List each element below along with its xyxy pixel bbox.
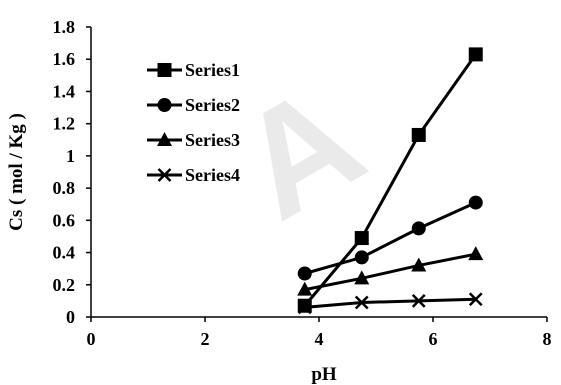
y-tick-label: 1.6 <box>53 49 76 69</box>
y-tick-label: 0.4 <box>53 243 76 263</box>
y-tick-label: 1.2 <box>53 114 76 134</box>
data-point <box>297 281 313 296</box>
watermark: A <box>211 51 389 251</box>
y-tick-label: 1.4 <box>53 81 76 101</box>
legend-item: Series2 <box>147 95 240 115</box>
x-tick-label: 8 <box>543 329 552 349</box>
data-point <box>468 246 484 261</box>
x-tick-label: 4 <box>315 329 324 349</box>
legend-item: Series4 <box>147 165 240 185</box>
series-line <box>304 297 476 309</box>
legend-label: Series2 <box>185 95 240 115</box>
y-tick-label: 1.8 <box>53 17 76 37</box>
data-point <box>411 221 426 236</box>
data-point <box>354 250 369 265</box>
data-point <box>354 231 369 246</box>
y-axis-title: Cs ( mol / Kg ) <box>6 113 27 231</box>
series-line <box>303 53 477 307</box>
data-point <box>411 294 426 308</box>
series-line <box>304 252 477 292</box>
y-tick-label: 0.8 <box>53 178 76 198</box>
series-layer <box>297 47 484 315</box>
x-tick-label: 0 <box>87 329 96 349</box>
data-point <box>468 195 483 210</box>
data-point <box>411 127 426 142</box>
legend-marker <box>157 168 172 182</box>
data-point <box>468 292 483 307</box>
x-axis-title: pH <box>311 364 337 385</box>
legend-marker <box>157 98 172 112</box>
legend-marker <box>157 132 172 146</box>
y-axis-ticks: 0 0.2 0.4 0.6 0.8 1 1.2 1.4 1.6 1.8 <box>53 17 91 327</box>
x-axis-ticks: 0 2 4 6 8 <box>87 317 552 349</box>
y-tick-label: 0.2 <box>53 275 76 295</box>
legend-label: Series4 <box>185 165 240 185</box>
legend-item: Series1 <box>147 60 240 80</box>
series-line <box>304 201 477 275</box>
legend-item: Series3 <box>147 130 240 150</box>
y-tick-label: 1 <box>66 146 75 166</box>
data-point <box>468 47 483 62</box>
legend: Series1 Series2 Series3 Series4 <box>147 60 240 185</box>
data-point <box>354 270 370 285</box>
x-tick-label: 2 <box>201 329 210 349</box>
series-series4 <box>297 292 483 315</box>
data-point <box>297 266 312 281</box>
svg-text:A: A <box>211 51 389 251</box>
data-point <box>411 257 427 272</box>
y-tick-label: 0 <box>66 307 75 327</box>
data-point <box>354 295 369 310</box>
series-series2 <box>297 195 483 281</box>
legend-label: Series1 <box>185 60 240 80</box>
data-point <box>297 300 312 315</box>
series-series3 <box>297 246 484 296</box>
legend-label: Series3 <box>185 130 240 150</box>
y-tick-label: 0.6 <box>53 210 76 230</box>
legend-marker <box>157 63 172 77</box>
x-tick-label: 6 <box>429 329 438 349</box>
